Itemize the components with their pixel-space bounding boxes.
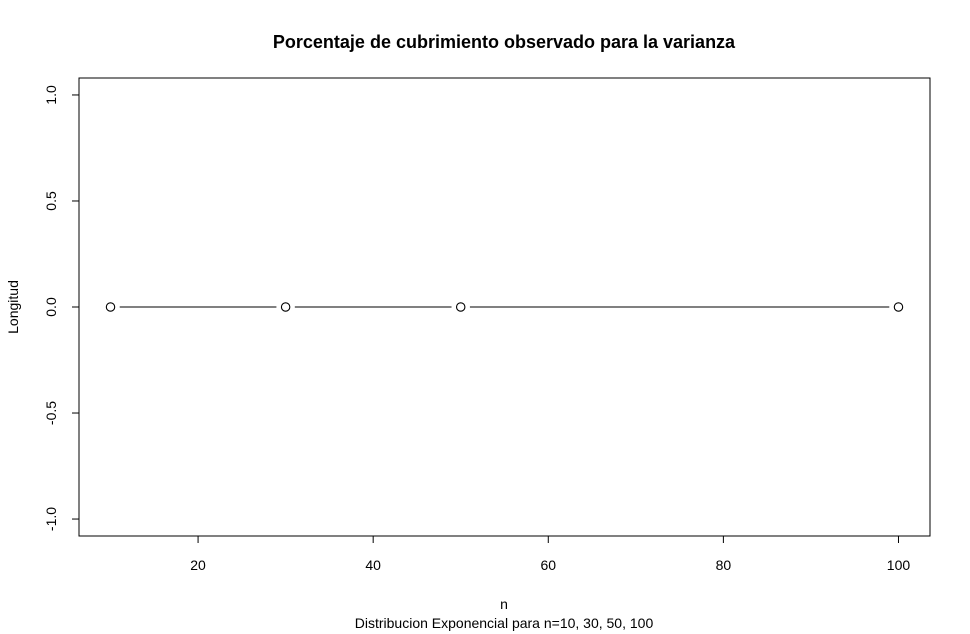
x-tick-label: 80 xyxy=(716,557,732,573)
y-tick-label: 0.5 xyxy=(43,191,59,211)
data-point xyxy=(280,302,291,312)
x-axis-label: n xyxy=(500,596,508,612)
series-layer xyxy=(105,302,904,312)
chart-subtitle: Distribucion Exponencial para n=10, 30, … xyxy=(355,615,654,631)
y-axis-label: Longitud xyxy=(5,280,21,334)
x-tick-label: 60 xyxy=(540,557,556,573)
x-axis: 20 40 60 80 100 xyxy=(190,535,911,573)
x-tick-label: 100 xyxy=(887,557,911,573)
x-tick-label: 20 xyxy=(190,557,206,573)
chart-title: Porcentaje de cubrimiento observado para… xyxy=(273,32,736,52)
x-tick-label: 40 xyxy=(365,557,381,573)
y-axis: -1.0 -0.5 0.0 0.5 1.0 xyxy=(43,85,80,531)
y-tick-label: 0.0 xyxy=(43,297,59,317)
data-point xyxy=(455,302,466,312)
data-point xyxy=(105,302,116,312)
y-tick-label: 1.0 xyxy=(43,85,59,105)
y-tick-label: -0.5 xyxy=(43,401,59,425)
y-tick-label: -1.0 xyxy=(43,507,59,531)
data-point xyxy=(893,302,904,312)
